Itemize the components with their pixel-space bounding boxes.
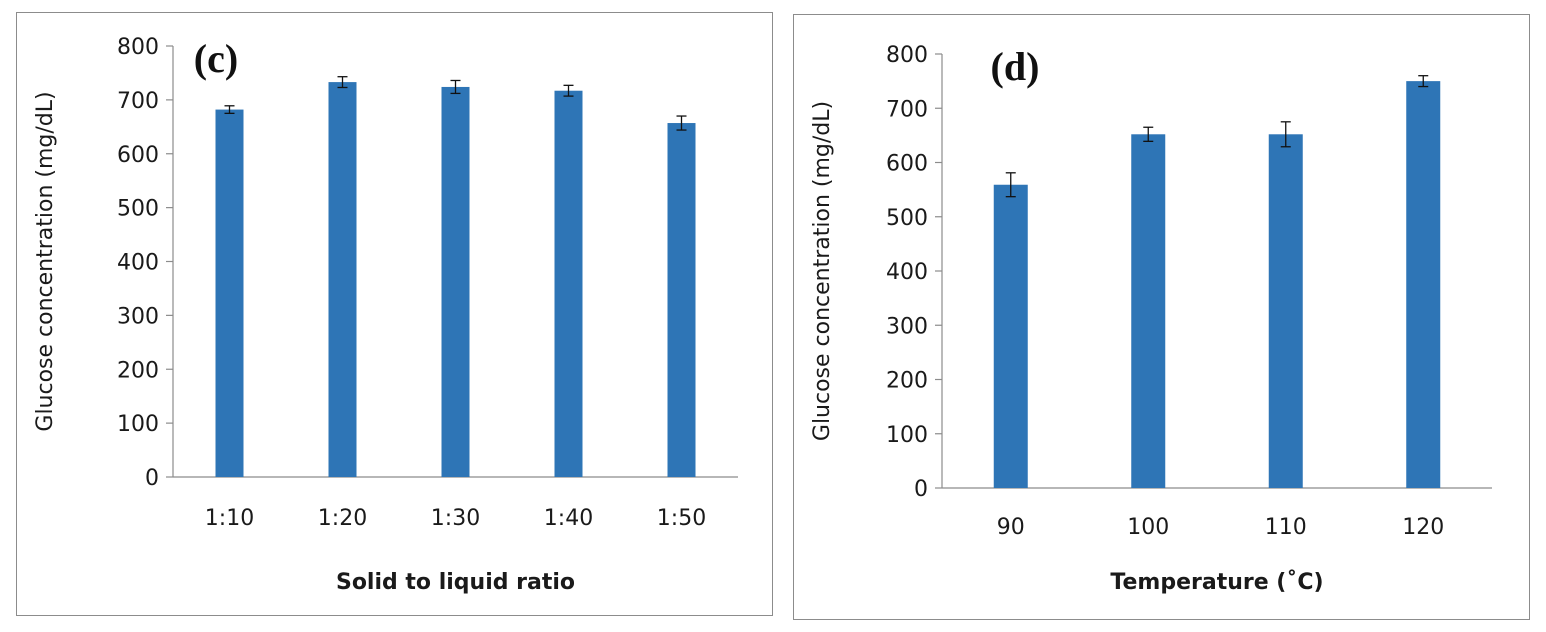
y-tick-label: 400 (886, 260, 928, 285)
y-tick-label: 200 (117, 358, 159, 383)
x-tick-label: 1:10 (205, 506, 254, 531)
y-tick-label: 200 (886, 369, 928, 394)
x-tick-label: 120 (1402, 515, 1444, 540)
panel-label: (c) (194, 36, 238, 81)
y-tick-label: 700 (886, 97, 928, 122)
y-axis-title: Glucose concentration (mg/dL) (810, 101, 835, 441)
x-tick-label: 110 (1265, 515, 1307, 540)
chart-d: 0 100 200 300 400 500 600 700 800 90 100 110 120 Temp… (793, 14, 1530, 620)
y-tick-label: 800 (117, 35, 159, 60)
bar (993, 184, 1028, 488)
chart-panel-d: 0 100 200 300 400 500 600 700 800 90 100 110 120 Temp… (793, 14, 1530, 620)
x-axis-title: Temperature (˚C) (1110, 570, 1323, 595)
bar (667, 123, 696, 477)
bar (215, 109, 244, 477)
y-tick-label: 800 (886, 43, 928, 68)
y-tick-label: 0 (914, 477, 928, 502)
bar (1406, 81, 1441, 488)
y-tick-label: 100 (886, 423, 928, 448)
y-tick-label: 300 (886, 314, 928, 339)
y-tick-label: 400 (117, 251, 159, 276)
bar (554, 90, 583, 477)
chart-panel-c: 0 100 200 300 400 500 600 700 800 1:10 1:20 1:30 1:4… (16, 12, 773, 616)
bar (1131, 134, 1166, 488)
y-tick-label: 100 (117, 412, 159, 437)
chart-c: 0 100 200 300 400 500 600 700 800 1:10 1:20 1:30 1:4… (16, 12, 773, 616)
y-tick-label: 0 (145, 466, 159, 491)
y-tick-label: 500 (886, 206, 928, 231)
x-tick-label: 90 (997, 515, 1025, 540)
x-axis-title: Solid to liquid ratio (336, 570, 575, 595)
bar (1268, 134, 1303, 488)
panel-label: (d) (991, 44, 1040, 89)
y-tick-label: 600 (117, 143, 159, 168)
y-axis-title: Glucose concentration (mg/dL) (33, 91, 58, 431)
bar (441, 86, 470, 477)
y-tick-label: 500 (117, 197, 159, 222)
y-tick-label: 700 (117, 89, 159, 114)
x-tick-label: 1:20 (318, 506, 367, 531)
y-tick-label: 300 (117, 304, 159, 329)
x-tick-label: 1:50 (657, 506, 706, 531)
x-tick-label: 1:30 (431, 506, 480, 531)
chart-border (16, 12, 773, 616)
x-tick-label: 100 (1127, 515, 1169, 540)
x-tick-label: 1:40 (544, 506, 593, 531)
bar (328, 82, 357, 477)
y-tick-label: 600 (886, 152, 928, 177)
